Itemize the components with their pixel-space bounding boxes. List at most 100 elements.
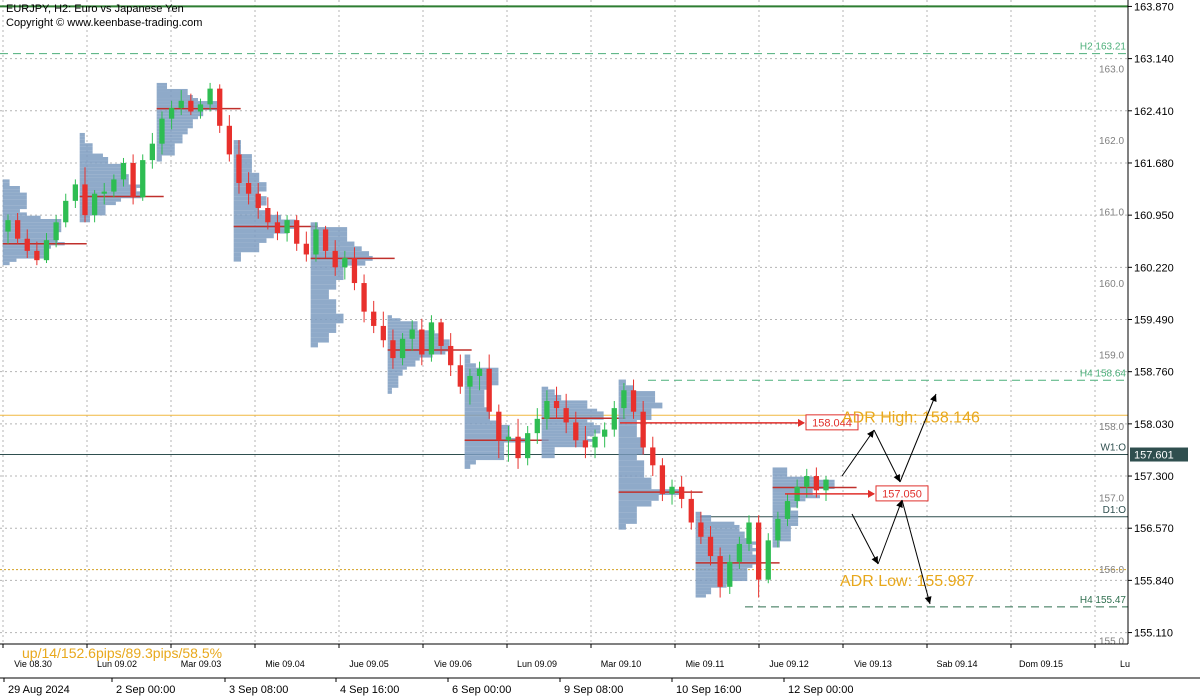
candle-body xyxy=(765,540,771,580)
volume-profile-bar xyxy=(695,515,712,519)
volume-profile-bar xyxy=(618,385,634,392)
volume-profile-bar xyxy=(695,554,758,558)
volume-profile-bar xyxy=(387,324,418,328)
candle-body xyxy=(217,88,223,126)
volume-profile-bar xyxy=(464,442,505,447)
volume-profile-bar xyxy=(464,358,471,364)
x-axis-upper-label: Lun 09.02 xyxy=(97,659,137,669)
level-label: H4 155.47 xyxy=(1080,595,1127,606)
candle-body xyxy=(53,222,59,241)
volume-profile-bar xyxy=(618,460,645,467)
volume-profile-bar xyxy=(618,443,645,449)
candle-body xyxy=(755,522,762,580)
volume-profile-bar xyxy=(2,205,27,210)
volume-profile-bar xyxy=(2,182,10,187)
volume-profile-bar xyxy=(233,228,289,234)
volume-profile-bar xyxy=(156,128,188,132)
volume-profile-bar xyxy=(541,405,588,409)
volume-profile-bar xyxy=(2,212,27,216)
y-axis-tick-label: 163.870 xyxy=(1134,1,1174,13)
volume-profile-bar xyxy=(464,363,476,368)
candle-body xyxy=(342,258,348,268)
volume-profile-bar xyxy=(464,433,510,439)
volume-profile-bar xyxy=(156,91,188,96)
volume-profile-bar xyxy=(464,402,485,408)
volume-profile-bar xyxy=(618,494,659,501)
candle-body xyxy=(640,411,646,448)
volume-profile-bar xyxy=(772,479,835,483)
volume-profile-bar xyxy=(772,507,791,511)
volume-profile-bar xyxy=(156,137,183,141)
volume-profile-bar xyxy=(695,528,740,532)
candle-body xyxy=(630,390,637,412)
candle-body xyxy=(245,182,252,194)
volume-profile-bar xyxy=(310,260,366,266)
volume-profile-bar xyxy=(156,158,162,162)
volume-profile-bar xyxy=(541,425,601,428)
volume-profile-bar xyxy=(772,529,791,533)
volume-profile-bar xyxy=(387,336,444,340)
volume-profile-bar xyxy=(79,198,122,202)
x-axis-lower-label: 10 Sep 16:00 xyxy=(676,684,741,696)
volume-profile-bar xyxy=(387,387,392,391)
volume-profile-bar xyxy=(310,280,337,285)
volume-profile-bar xyxy=(156,122,193,126)
price-box-label: 158.044 xyxy=(812,417,852,429)
y-axis-tick-label: 156.570 xyxy=(1134,523,1174,535)
candle-body xyxy=(101,191,107,194)
volume-profile-bar xyxy=(772,473,788,477)
volume-profile-bar xyxy=(156,82,168,86)
candle-body xyxy=(111,179,117,192)
candle-body xyxy=(265,207,271,223)
volume-profile-bar xyxy=(2,192,27,196)
volume-profile-bar xyxy=(79,150,93,154)
round-level-label: 163.0 xyxy=(1099,65,1124,76)
volume-profile-bar xyxy=(618,500,652,507)
volume-profile-bar xyxy=(387,360,416,364)
price-box-frame xyxy=(805,414,859,431)
candle-body xyxy=(448,345,454,366)
volume-profile-bar xyxy=(618,454,637,461)
volume-profile-bar xyxy=(541,408,598,412)
volume-profile-bar xyxy=(464,416,491,421)
candle-body xyxy=(149,143,155,161)
volume-profile-bar xyxy=(541,427,601,431)
volume-profile-bar xyxy=(2,228,62,233)
candle-body xyxy=(823,479,829,491)
volume-profile-bar xyxy=(541,441,588,445)
candle-body xyxy=(669,486,675,494)
volume-profile-bar xyxy=(2,235,58,239)
candle-body xyxy=(505,436,512,441)
candle-body xyxy=(140,160,146,198)
volume-profile-bar xyxy=(156,134,183,138)
scenario-arrows-layer: 158.044 157.050 ADR High: 158.146 ADR Low: … xyxy=(620,393,980,605)
volume-profile-bar xyxy=(310,304,337,309)
candle-body xyxy=(294,220,300,244)
candle-body xyxy=(236,154,242,183)
candle-body xyxy=(476,368,483,376)
volume-profile-bar xyxy=(618,379,626,386)
volume-profile-bar xyxy=(618,448,645,455)
volume-profile-bar xyxy=(695,551,753,555)
volume-profile-bar xyxy=(233,149,241,155)
x-axis-upper-label: Mie 09.11 xyxy=(686,659,725,669)
volume-profile-bar xyxy=(464,455,505,461)
volume-profile-bar xyxy=(772,476,817,480)
volume-profile-bar xyxy=(695,518,712,522)
candle-body xyxy=(736,543,743,562)
volume-profile-bar xyxy=(618,396,656,403)
volume-profile-bar xyxy=(310,294,329,300)
candle-body xyxy=(525,433,531,459)
volume-profile-bar xyxy=(310,323,337,329)
volume-profile-bar xyxy=(464,411,491,417)
volume-profile-bar xyxy=(464,407,491,412)
volume-profile-bar xyxy=(233,177,260,183)
x-axis-lower-label: 9 Sep 08:00 xyxy=(564,684,623,696)
scenario-arrowhead xyxy=(893,474,900,482)
volume-profile-bar xyxy=(79,184,142,188)
volume-profile-bar xyxy=(618,471,645,478)
candle-body xyxy=(679,486,685,499)
candle-body xyxy=(91,193,98,216)
y-axis-tick-label: 160.950 xyxy=(1134,210,1174,222)
